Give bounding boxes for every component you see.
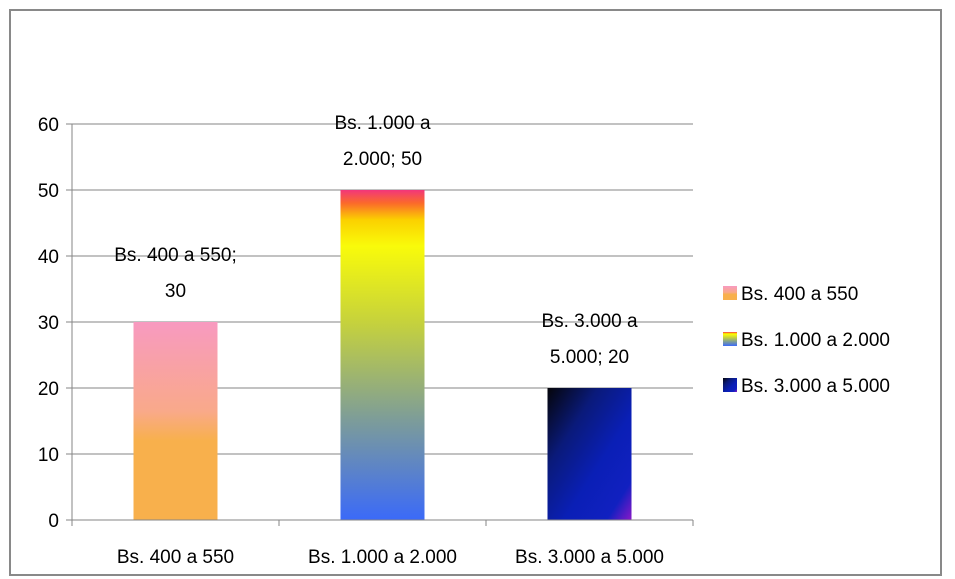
- legend-label: Bs. 3.000 a 5.000: [741, 376, 890, 397]
- data-label: 5.000; 20: [550, 347, 629, 368]
- data-label: Bs. 3.000 a: [541, 311, 638, 332]
- y-tick-label: 40: [38, 247, 59, 268]
- data-label: Bs. 1.000 a: [334, 113, 431, 134]
- x-tick-label: Bs. 3.000 a 5.000: [515, 547, 664, 568]
- legend: Bs. 400 a 550 Bs. 1.000 a 2.000 Bs. 3.000 …: [723, 284, 890, 397]
- axes: 0 10 20 30 40 50 60 Bs. 400 a 550 Bs. 1.000 a 2.…: [38, 115, 694, 568]
- x-tick-label: Bs. 400 a 550: [117, 547, 234, 568]
- data-label: 2.000; 50: [343, 149, 422, 170]
- y-tick-label: 0: [48, 511, 59, 532]
- data-label: Bs. 400 a 550;: [114, 245, 237, 266]
- legend-swatch: [723, 378, 737, 392]
- x-tick-label: Bs. 1.000 a 2.000: [308, 547, 457, 568]
- y-tick-label: 10: [38, 445, 59, 466]
- bar: [547, 388, 632, 520]
- bars: [133, 190, 632, 520]
- legend-swatch: [723, 332, 737, 346]
- y-tick-label: 30: [38, 313, 59, 334]
- bar: [133, 322, 218, 520]
- bar: [340, 190, 425, 520]
- y-tick-label: 60: [38, 115, 59, 136]
- legend-label: Bs. 400 a 550: [741, 284, 858, 305]
- y-tick-label: 50: [38, 181, 59, 202]
- legend-swatch: [723, 286, 737, 300]
- data-labels: Bs. 400 a 550; 30 Bs. 1.000 a 2.000; 50 Bs. …: [114, 113, 638, 368]
- data-label: 30: [165, 281, 186, 302]
- legend-label: Bs. 1.000 a 2.000: [741, 330, 890, 351]
- y-tick-label: 20: [38, 379, 59, 400]
